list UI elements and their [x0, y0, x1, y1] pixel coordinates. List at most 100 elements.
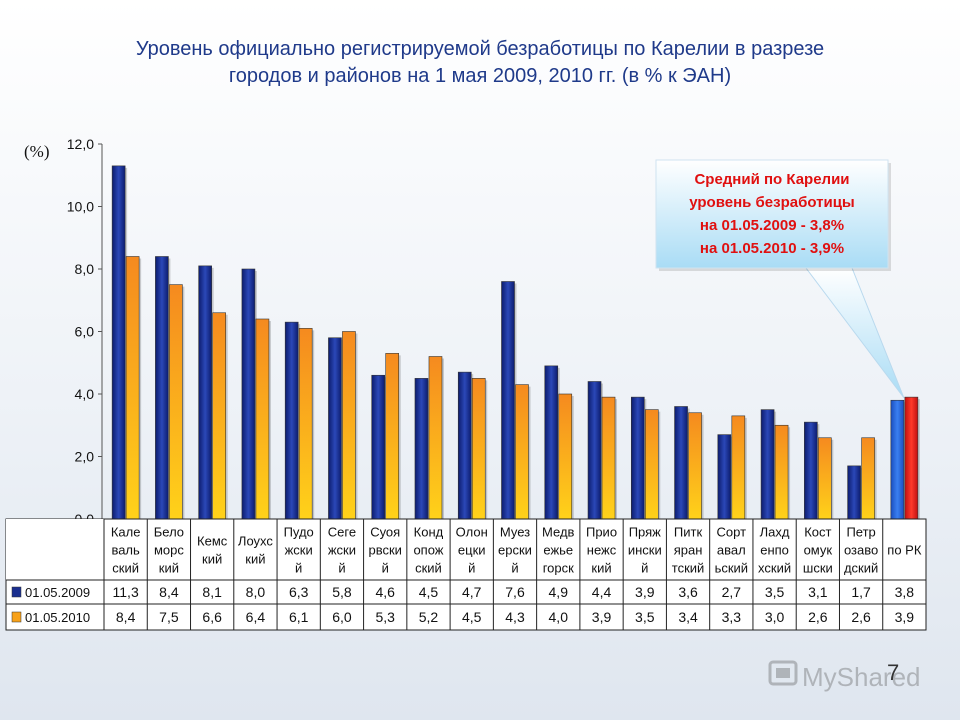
data-label: 2,6 [851, 609, 871, 625]
bar-series-2010 [861, 437, 875, 520]
category-label: яран [674, 543, 703, 558]
data-label: 7,5 [159, 609, 179, 625]
data-label: 3,9 [635, 584, 655, 600]
category-label: й [468, 561, 475, 576]
category-label: ецки [458, 543, 486, 558]
callout-line: на 01.05.2009 - 3,8% [700, 217, 844, 234]
bar-series-2009 [328, 337, 342, 520]
category-label: валь [111, 543, 140, 558]
data-label: 11,3 [113, 584, 139, 600]
category-label: Сорт [717, 525, 747, 540]
bar-series-2009 [760, 409, 775, 520]
category-label: Пряж [629, 525, 661, 540]
data-label: 4,7 [462, 584, 482, 600]
bar-series-2010 [298, 328, 313, 520]
bar-series-2010 [644, 409, 659, 520]
category-label: омук [804, 543, 833, 558]
category-label: морс [154, 543, 184, 558]
y-unit-label: (%) [24, 142, 49, 161]
svg-text:MyShared: MyShared [802, 662, 921, 692]
bar-series-2009 [544, 365, 559, 520]
bar-series-2009 [241, 268, 256, 520]
callout-line: уровень безработицы [689, 194, 855, 211]
data-label: 4,9 [549, 584, 569, 600]
page-number: 7 [887, 660, 900, 685]
category-label: опож [413, 543, 443, 558]
data-label: 2,6 [808, 609, 828, 625]
data-label: 4,3 [505, 609, 525, 625]
category-label: Медв [542, 525, 575, 540]
bar-series-2009 [587, 381, 602, 520]
y-tick-label: 2,0 [75, 449, 95, 465]
data-label: 3,9 [895, 609, 915, 625]
data-label: 3,1 [808, 584, 828, 600]
category-label: кий [591, 561, 611, 576]
category-label: дский [844, 561, 878, 576]
category-label: тский [672, 561, 705, 576]
data-label: 4,4 [592, 584, 612, 600]
category-label: озаво [844, 543, 878, 558]
category-label: ежье [543, 543, 573, 558]
bar-series-2009 [111, 165, 126, 520]
category-label: горск [543, 561, 574, 576]
watermark-logo: MyShared [768, 660, 921, 692]
data-label: 6,0 [332, 609, 352, 625]
category-label: кий [202, 552, 222, 567]
category-label: енпо [760, 543, 789, 558]
data-label: 8,4 [159, 584, 179, 600]
title-line-2: городов и районов на 1 мая 2009, 2010 гг… [228, 65, 732, 87]
data-label: 5,8 [332, 584, 352, 600]
data-label: 3,5 [765, 584, 785, 600]
category-label: хский [758, 561, 791, 576]
category-label: ьский [715, 561, 748, 576]
legend-label: 01.05.2009 [25, 585, 90, 600]
callout-pointer [804, 267, 905, 399]
legend-label: 01.05.2010 [25, 610, 90, 625]
bar-series-2010 [818, 437, 832, 520]
data-label: 4,5 [419, 584, 439, 600]
data-label: 3,5 [635, 609, 655, 625]
category-label: Кале [111, 525, 141, 540]
category-label: нежс [587, 543, 617, 558]
callout-line: Средний по Карелии [694, 171, 849, 188]
category-label: Кост [804, 525, 831, 540]
bar-series-2010 [471, 378, 486, 520]
data-label: 6,3 [289, 584, 309, 600]
bar-series-2009 [630, 396, 645, 520]
data-label: 3,6 [678, 584, 698, 600]
data-label: 8,0 [246, 584, 266, 600]
data-label: 3,0 [765, 609, 785, 625]
bar-series-2009 [890, 399, 905, 520]
legend-swatch-2010 [11, 611, 22, 623]
title-line-1: Уровень официально регистрируемой безраб… [135, 38, 825, 60]
category-label: рвски [368, 543, 401, 558]
bar-series-2009 [847, 465, 861, 520]
category-label: Прио [586, 525, 617, 540]
bar-series-2009 [674, 406, 688, 520]
category-label: авал [717, 543, 746, 558]
category-label: кий [159, 561, 179, 576]
bar-series-2010 [169, 284, 183, 520]
y-tick-label: 6,0 [75, 324, 95, 340]
bar-series-2009 [804, 421, 818, 520]
y-tick-label: 10,0 [67, 199, 94, 215]
category-label: Муез [500, 525, 530, 540]
data-label: 3,3 [722, 609, 742, 625]
data-label: 5,2 [419, 609, 439, 625]
category-label: ерски [498, 543, 532, 558]
category-label: кий [245, 552, 265, 567]
category-label: ински [628, 543, 662, 558]
chart-title: Уровень официально регистрируемой безраб… [40, 36, 920, 90]
category-label: Кемс [197, 534, 228, 549]
data-label: 4,6 [375, 584, 395, 600]
bar-series-2009 [284, 321, 299, 520]
category-label: Пудо [284, 525, 314, 540]
category-label: по РК [887, 543, 922, 558]
category-label: Петр [846, 525, 875, 540]
bar-series-2010 [774, 424, 789, 520]
category-label: й [338, 561, 345, 576]
category-label: ский [112, 561, 139, 576]
bar-series-2009 [371, 374, 386, 520]
bar-series-2009 [501, 281, 515, 520]
